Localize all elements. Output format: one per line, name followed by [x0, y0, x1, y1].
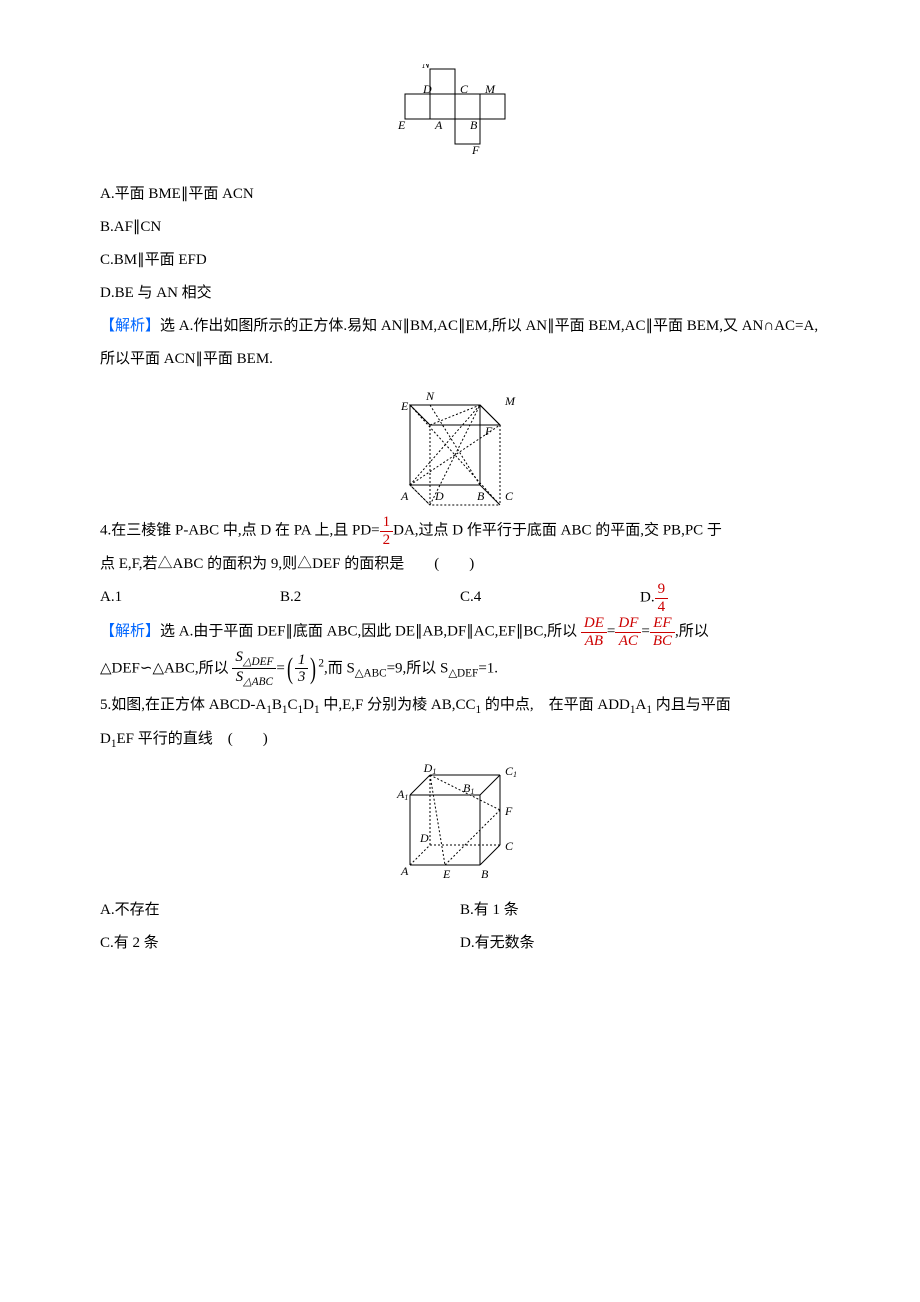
q4-analysis-f: =1.	[478, 660, 498, 676]
q5-opts-row2: C.有 2 条 D.有无数条	[100, 927, 820, 960]
q3-opt-c: C.BM∥平面 EFD	[100, 244, 820, 277]
figure-cube2: D1 C1 A1 B1 F D C A E B	[100, 760, 820, 890]
figure3-svg: D1 C1 A1 B1 F D C A E B	[385, 760, 535, 890]
q5-opt-c: C.有 2 条	[100, 927, 460, 960]
q5-opt-a: A.不存在	[100, 894, 460, 927]
ratio2: DFAC	[615, 615, 641, 649]
q4-analysis-line1: 【解析】选 A.由于平面 DEF∥底面 ABC,因此 DE∥AB,DF∥AC,E…	[100, 615, 820, 649]
area-frac: S△DEFS△ABC	[232, 649, 276, 689]
q3-opt-d: D.BE 与 AN 相交	[100, 277, 820, 310]
pd-frac: 12	[380, 514, 394, 548]
svg-text:D1: D1	[423, 761, 437, 776]
sub-def: △DEF	[448, 667, 478, 679]
q5-opt-d: D.有无数条	[460, 927, 820, 960]
sub-abc: △ABC	[355, 667, 387, 679]
svg-text:A1: A1	[396, 787, 408, 802]
svg-text:A: A	[400, 489, 409, 503]
q4-opt-c: C.4	[460, 581, 640, 615]
svg-text:B: B	[477, 489, 485, 503]
q3-analysis: 【解析】选 A.作出如图所示的正方体.易知 AN∥BM,AC∥EM,所以 AN∥…	[100, 310, 820, 376]
q4-opt-a: A.1	[100, 581, 280, 615]
svg-text:E: E	[400, 399, 409, 413]
q5-stem: 5.如图,在正方体 ABCD-A1B1C1D1 中,E,F 分别为棱 AB,CC…	[100, 689, 820, 723]
svg-text:D: D	[434, 489, 444, 503]
q4-analysis-b: ,所以	[675, 623, 709, 639]
svg-text:C: C	[505, 839, 514, 853]
svg-text:D: D	[422, 82, 432, 96]
q4-analysis-e: =9,所以 S	[387, 660, 449, 676]
analysis-label: 【解析】	[100, 623, 160, 639]
svg-text:N: N	[421, 64, 431, 71]
svg-text:E: E	[442, 867, 451, 881]
svg-text:B: B	[470, 118, 478, 132]
svg-text:N: N	[425, 389, 435, 403]
figure1-svg: N D C M E A B F	[380, 64, 540, 174]
q4-analysis-d: ,而 S	[324, 660, 355, 676]
figure-cube1: N M E F A B C D	[100, 380, 820, 510]
q5-opt-b: B.有 1 条	[460, 894, 820, 927]
q4-analysis-a: 选 A.由于平面 DEF∥底面 ABC,因此 DE∥AB,DF∥AC,EF∥BC…	[160, 623, 577, 639]
figure-net: N D C M E A B F	[100, 64, 820, 174]
svg-text:A: A	[434, 118, 443, 132]
q3-analysis-text: 选 A.作出如图所示的正方体.易知 AN∥BM,AC∥EM,所以 AN∥平面 B…	[100, 318, 818, 367]
one-third-frac: 13	[295, 652, 309, 686]
svg-text:E: E	[397, 118, 406, 132]
svg-text:C1: C1	[505, 764, 517, 779]
q4-stem-line2: 点 E,F,若△ABC 的面积为 9,则△DEF 的面积是 ( )	[100, 548, 820, 581]
svg-text:M: M	[504, 394, 516, 408]
q4-stem-b: DA,过点 D 作平行于底面 ABC 的平面,交 PB,PC 于	[393, 522, 722, 538]
svg-text:F: F	[484, 424, 493, 438]
q4-analysis-line2: △DEF∽△ABC,所以 S△DEFS△ABC=(13)2,而 S△ABC=9,…	[100, 649, 820, 689]
q4-opts: A.1 B.2 C.4 D.94	[100, 581, 820, 615]
q4-stem-a: 4.在三棱锥 P-ABC 中,点 D 在 PA 上,且 PD=	[100, 522, 380, 538]
q5-opts-row1: A.不存在 B.有 1 条	[100, 894, 820, 927]
svg-text:C: C	[505, 489, 514, 503]
svg-text:B1: B1	[463, 781, 474, 796]
ratio3: EFBC	[650, 615, 675, 649]
svg-text:F: F	[504, 804, 513, 818]
analysis-label: 【解析】	[100, 318, 160, 334]
q4-opt-b: B.2	[280, 581, 460, 615]
svg-text:D: D	[419, 831, 429, 845]
ratio1: DEAB	[581, 615, 607, 649]
svg-text:F: F	[471, 143, 480, 157]
q5-stem-2: D1EF 平行的直线 ( )	[100, 723, 820, 757]
q3-opt-a: A.平面 BME∥平面 ACN	[100, 178, 820, 211]
q4-analysis-c: △DEF∽△ABC,所以	[100, 660, 229, 676]
svg-text:C: C	[460, 82, 469, 96]
q4-opt-d-frac: 94	[655, 581, 669, 615]
svg-text:A: A	[400, 864, 409, 878]
q4-opt-d: D.94	[640, 581, 820, 615]
svg-text:B: B	[481, 867, 489, 881]
q3-opt-b: B.AF∥CN	[100, 211, 820, 244]
q4-stem-line1: 4.在三棱锥 P-ABC 中,点 D 在 PA 上,且 PD=12DA,过点 D…	[100, 514, 820, 548]
figure2-svg: N M E F A B C D	[385, 380, 535, 510]
svg-text:M: M	[484, 82, 496, 96]
